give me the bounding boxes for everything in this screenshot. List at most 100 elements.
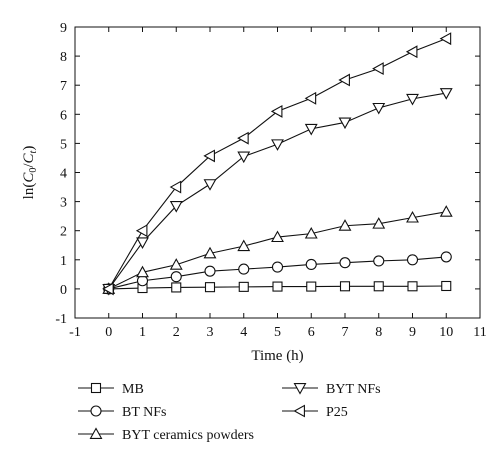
series-bt-nfs bbox=[103, 251, 452, 295]
data-point-byt-ceramics-powders bbox=[203, 246, 217, 259]
data-point-byt-ceramics-powders bbox=[372, 217, 386, 229]
data-point-bt-nfs bbox=[305, 258, 317, 271]
series-layer bbox=[102, 32, 453, 296]
y-tick-label: 4 bbox=[60, 167, 67, 182]
data-point-bt-nfs bbox=[238, 263, 250, 275]
legend-label: P25 bbox=[326, 405, 348, 420]
legend-item-mb: MB bbox=[78, 382, 144, 397]
legend-marker bbox=[90, 382, 102, 394]
axes: -1 0 1 2 3 4 5 6 7 8 9 10 11 -1 0 1 2 3 4 5 6 7 8 9 bbox=[55, 21, 486, 340]
y-tick-label: 3 bbox=[60, 196, 67, 211]
data-point-byt-nfs bbox=[136, 237, 149, 249]
data-point-byt-nfs bbox=[372, 102, 386, 115]
x-tick-label: 5 bbox=[274, 325, 281, 340]
data-point-p25 bbox=[135, 224, 148, 238]
data-point-p25 bbox=[270, 104, 283, 118]
plot-area bbox=[74, 26, 481, 319]
legend-item-bt-nfs: BT NFs bbox=[78, 405, 166, 420]
legend-marker bbox=[89, 427, 103, 439]
data-point-mb bbox=[441, 280, 452, 292]
series-byt-ceramics-powders bbox=[102, 205, 453, 294]
data-point-p25 bbox=[405, 45, 418, 59]
data-point-byt-nfs bbox=[338, 117, 352, 130]
series-line-p25 bbox=[108, 38, 447, 290]
data-point-p25 bbox=[439, 32, 452, 46]
data-point-byt-ceramics-powders bbox=[169, 258, 183, 270]
y-axis-title: ln(C0/Ct) bbox=[21, 146, 39, 200]
series-line-byt-nfs bbox=[108, 92, 447, 290]
data-point-bt-nfs bbox=[204, 265, 216, 277]
y-tick-label: 2 bbox=[60, 225, 67, 240]
data-point-byt-nfs bbox=[271, 139, 284, 151]
data-point-bt-nfs bbox=[406, 254, 419, 266]
x-tick-label: 9 bbox=[409, 325, 416, 340]
data-point-byt-ceramics-powders bbox=[439, 205, 453, 217]
data-point-byt-ceramics-powders bbox=[237, 239, 251, 252]
data-point-mb bbox=[204, 282, 216, 293]
series-mb bbox=[103, 280, 452, 294]
legend: MB BT NFs BYT ceramics powders BYT NFs P25 bbox=[78, 382, 381, 443]
data-point-mb bbox=[407, 281, 418, 292]
legend-label: BYT ceramics powders bbox=[122, 428, 254, 443]
data-point-byt-ceramics-powders bbox=[271, 230, 284, 243]
y-tick-label: 5 bbox=[60, 137, 67, 152]
data-point-byt-nfs bbox=[203, 179, 217, 191]
data-point-byt-nfs bbox=[406, 93, 419, 106]
y-tick-label: 0 bbox=[60, 283, 67, 298]
legend-label: BT NFs bbox=[122, 405, 166, 420]
data-point-bt-nfs bbox=[373, 255, 385, 267]
data-point-mb bbox=[238, 281, 249, 292]
legend-marker bbox=[293, 383, 307, 395]
y-tick-label: 8 bbox=[60, 50, 67, 65]
legend-marker bbox=[90, 405, 102, 417]
legend-item-byt-ceramics-powders: BYT ceramics powders bbox=[78, 427, 254, 443]
x-axis-title: Time (h) bbox=[251, 348, 303, 364]
x-tick-label: 1 bbox=[139, 325, 146, 340]
x-tick-label: 7 bbox=[342, 325, 349, 340]
legend-marker bbox=[293, 404, 305, 418]
x-tick-label: 4 bbox=[240, 325, 247, 340]
data-point-byt-nfs bbox=[439, 88, 453, 100]
data-point-p25 bbox=[203, 149, 215, 163]
y-tick-label: 6 bbox=[60, 108, 67, 123]
y-tick-label: 1 bbox=[60, 254, 67, 269]
data-point-byt-nfs bbox=[169, 201, 183, 213]
y-tick-label: 9 bbox=[60, 21, 67, 36]
data-point-mb bbox=[306, 281, 317, 292]
data-point-bt-nfs bbox=[339, 257, 351, 269]
data-point-bt-nfs bbox=[271, 261, 284, 273]
data-point-byt-ceramics-powders bbox=[304, 226, 318, 239]
data-point-byt-ceramics-powders bbox=[338, 219, 352, 231]
data-point-byt-nfs bbox=[237, 151, 251, 164]
x-tick-label: 0 bbox=[105, 325, 112, 340]
data-point-byt-nfs bbox=[304, 123, 318, 136]
data-point-p25 bbox=[169, 180, 182, 194]
x-tick-label: -1 bbox=[69, 325, 81, 340]
y-tick-label: 7 bbox=[60, 79, 67, 94]
x-tick-label: 3 bbox=[207, 325, 214, 340]
x-tick-label: 6 bbox=[308, 325, 315, 340]
data-point-p25 bbox=[338, 73, 350, 87]
data-point-bt-nfs bbox=[440, 251, 452, 263]
data-point-byt-ceramics-powders bbox=[136, 265, 149, 278]
plot-frame bbox=[74, 26, 481, 319]
data-point-mb bbox=[339, 281, 351, 292]
data-point-byt-ceramics-powders bbox=[406, 210, 419, 223]
x-tick-label: 11 bbox=[473, 325, 486, 340]
data-point-bt-nfs bbox=[170, 271, 182, 283]
x-tick-label: 10 bbox=[439, 325, 453, 340]
y-tick-label: -1 bbox=[55, 312, 67, 327]
x-tick-label: 8 bbox=[375, 325, 382, 340]
data-point-mb bbox=[272, 281, 283, 292]
legend-item-p25: P25 bbox=[282, 404, 348, 420]
data-point-p25 bbox=[102, 282, 114, 296]
series-byt-nfs bbox=[102, 88, 453, 296]
data-point-p25 bbox=[237, 131, 249, 145]
legend-item-byt-nfs: BYT NFs bbox=[282, 382, 381, 397]
series-p25 bbox=[102, 32, 452, 296]
legend-label: BYT NFs bbox=[326, 382, 381, 397]
data-point-p25 bbox=[304, 91, 317, 105]
legend-label: MB bbox=[122, 382, 144, 397]
x-tick-label: 2 bbox=[173, 325, 180, 340]
